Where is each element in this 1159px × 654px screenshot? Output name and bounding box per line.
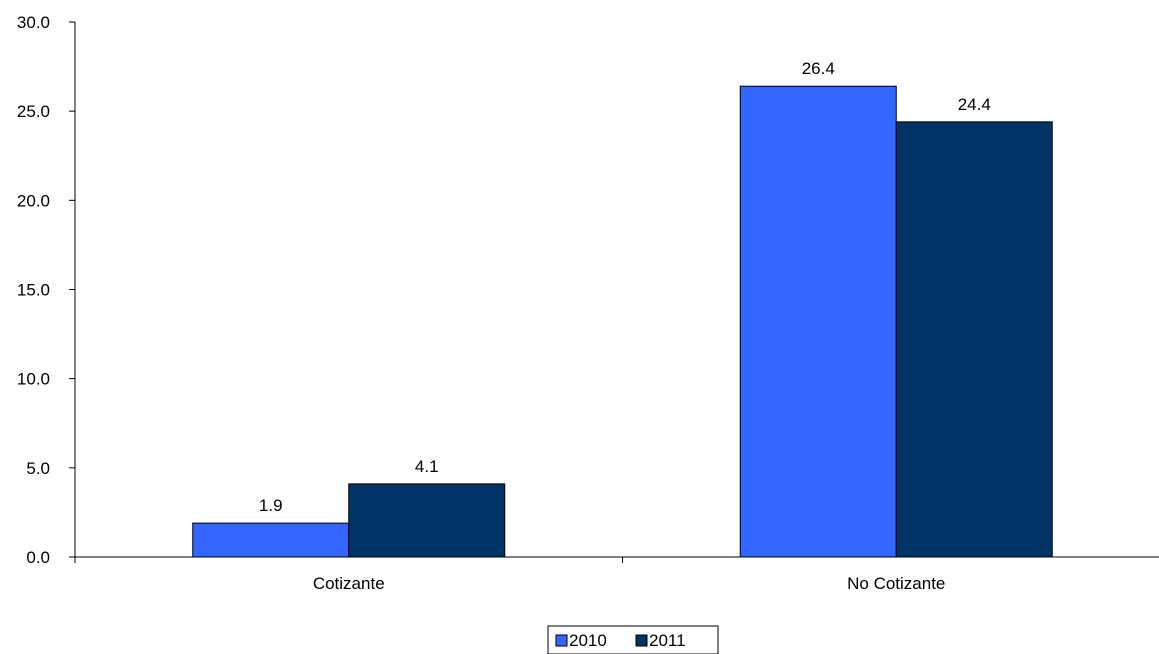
y-tick-label: 0.0 xyxy=(26,548,50,567)
bar-2010-no-cotizante xyxy=(739,85,897,558)
y-tick-label: 10.0 xyxy=(17,370,50,389)
data-label: 24.4 xyxy=(958,95,991,114)
x-axis: Cotizante No Cotizante xyxy=(74,556,1159,593)
bars xyxy=(192,85,1053,558)
y-tick-label: 15.0 xyxy=(17,281,50,300)
legend-label-2010: 2010 xyxy=(569,631,607,650)
bar-2011-no-cotizante xyxy=(895,121,1053,558)
x-category-label: Cotizante xyxy=(313,574,385,593)
y-tick-label: 30.0 xyxy=(17,13,50,32)
legend: 2010 2011 xyxy=(547,625,719,654)
y-tick-label: 20.0 xyxy=(17,191,50,210)
y-tick-label: 5.0 xyxy=(26,459,50,478)
legend-label-2011: 2011 xyxy=(649,631,686,650)
data-label: 4.1 xyxy=(415,457,439,476)
y-tick-label: 25.0 xyxy=(17,102,50,121)
data-label: 26.4 xyxy=(802,59,835,78)
legend-box xyxy=(547,625,719,654)
y-axis: 0.0 5.0 10.0 15.0 20.0 25.0 30.0 xyxy=(17,13,76,567)
x-category-label: No Cotizante xyxy=(847,574,945,593)
data-labels: 1.9 4.1 26.4 24.4 xyxy=(259,59,991,515)
legend-swatch-2010 xyxy=(555,634,568,647)
bar-2011-cotizante xyxy=(348,483,506,558)
data-label: 1.9 xyxy=(259,496,283,515)
legend-swatch-2011 xyxy=(635,634,648,647)
bar-2010-cotizante xyxy=(192,522,350,558)
